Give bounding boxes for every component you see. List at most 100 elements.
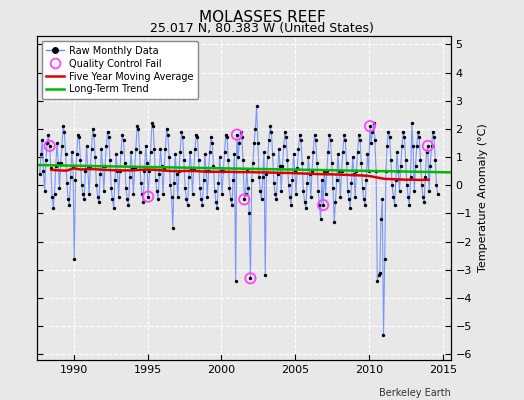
Point (337, 168, 346, 174)
Point (137, 179, 145, 186)
Point (155, 171, 163, 177)
Point (95, 199, 103, 206)
Point (72, 151, 81, 158)
Point (271, 190, 279, 197)
Point (59, 123, 68, 129)
Point (287, 202, 296, 208)
Point (144, 193, 152, 200)
Point (361, 202, 369, 208)
Point (310, 132, 319, 138)
Point (318, 176, 326, 183)
Point (257, 196, 266, 203)
Point (200, 176, 208, 183)
Point (150, 146, 159, 152)
Point (175, 168, 183, 174)
Point (433, 190, 442, 197)
Point (275, 146, 283, 152)
Point (118, 132, 126, 138)
Point (181, 185, 189, 191)
Point (130, 165, 139, 172)
Point (246, 275, 255, 282)
Point (344, 188, 352, 194)
Point (160, 165, 168, 172)
Point (320, 168, 329, 174)
Point (216, 168, 225, 174)
Point (298, 160, 307, 166)
Point (356, 137, 364, 144)
Point (260, 148, 268, 155)
Point (405, 202, 413, 208)
Point (84, 165, 92, 172)
Point (156, 146, 165, 152)
Point (411, 162, 420, 169)
Point (233, 132, 241, 138)
Point (111, 176, 119, 183)
Point (300, 199, 309, 206)
Point (282, 134, 290, 141)
Point (194, 157, 203, 163)
Point (162, 126, 171, 132)
Point (129, 190, 138, 197)
Point (415, 134, 423, 141)
Point (383, 143, 391, 149)
Point (297, 137, 305, 144)
Point (353, 148, 362, 155)
Point (420, 199, 428, 206)
Point (128, 165, 136, 172)
Point (151, 176, 160, 183)
Point (283, 157, 291, 163)
Point (365, 168, 373, 174)
Point (281, 128, 289, 135)
Point (247, 176, 256, 183)
Point (60, 128, 69, 135)
Point (81, 168, 90, 174)
Point (75, 134, 83, 141)
Point (367, 140, 375, 146)
Point (426, 162, 434, 169)
Point (253, 103, 261, 110)
Point (42, 157, 50, 163)
Point (307, 193, 315, 200)
Point (334, 151, 342, 158)
Point (108, 196, 117, 203)
Point (346, 205, 354, 211)
Point (50, 190, 59, 197)
Point (299, 188, 308, 194)
Point (339, 148, 347, 155)
Point (277, 188, 286, 194)
Point (112, 151, 121, 158)
Point (296, 132, 304, 138)
Point (180, 157, 188, 163)
Point (105, 134, 113, 141)
Point (246, 275, 255, 282)
Point (335, 168, 343, 174)
Point (100, 188, 108, 194)
Point (250, 140, 258, 146)
Point (407, 174, 415, 180)
Point (256, 188, 265, 194)
Point (372, 168, 380, 174)
Point (65, 202, 73, 208)
Point (303, 179, 311, 186)
Point (121, 160, 129, 166)
Point (163, 132, 172, 138)
Point (192, 132, 200, 138)
Point (204, 168, 213, 174)
Point (432, 182, 441, 188)
Point (429, 128, 437, 135)
Point (61, 151, 70, 158)
Point (366, 123, 374, 129)
Point (289, 151, 298, 158)
Point (229, 176, 237, 183)
Point (91, 154, 100, 160)
Point (148, 120, 156, 126)
Point (82, 143, 91, 149)
Point (268, 151, 277, 158)
Point (403, 182, 411, 188)
Point (357, 160, 366, 166)
Point (176, 148, 184, 155)
Point (315, 202, 324, 208)
Point (145, 168, 154, 174)
Point (347, 179, 356, 186)
Point (409, 143, 417, 149)
